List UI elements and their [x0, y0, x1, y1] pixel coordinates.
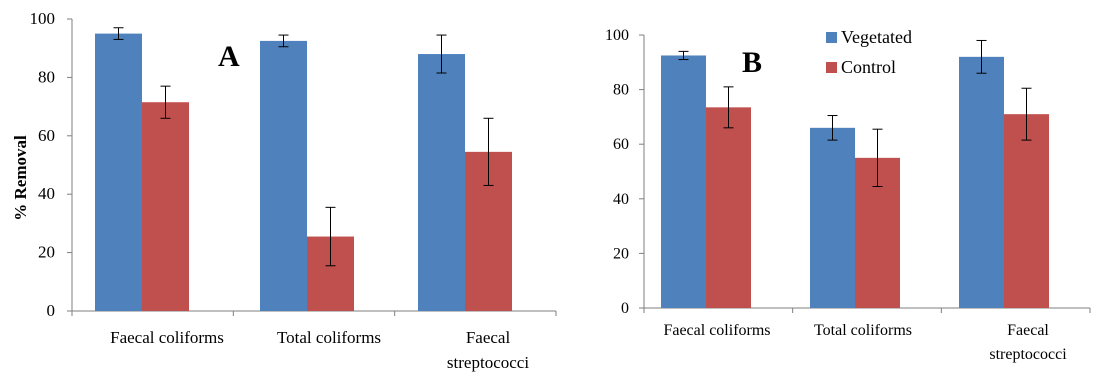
- y-tick-label: 20: [38, 243, 55, 262]
- x-tick-label-line: streptococci: [989, 346, 1067, 363]
- bar-vegetated: [95, 33, 142, 311]
- y-axis-title: % Removal: [11, 135, 30, 221]
- x-tick-label: Faecal streptococci: [989, 322, 1067, 363]
- chart-panel-b: 0 20 40 60 80 100 Faecal coliforms Total colifo…: [605, 27, 1091, 363]
- y-tick-label: 60: [613, 136, 629, 153]
- y-tick-label: 0: [47, 301, 56, 320]
- legend-label-control: Control: [841, 57, 896, 77]
- bar-vegetated: [260, 40, 307, 312]
- bar-vegetated: [959, 56, 1004, 309]
- x-tick-label: Total coliforms: [814, 322, 912, 339]
- y-tick-label: 100: [30, 9, 56, 28]
- panel-label: A: [218, 40, 240, 73]
- x-tick-label: Faecal streptococci: [447, 328, 529, 372]
- bar-control: [142, 102, 189, 311]
- y-tick-label: 40: [38, 184, 55, 203]
- chart-panel-a: 0 20 40 60 80 100 Faecal coliforms Total colifo…: [11, 9, 557, 372]
- bar-control: [706, 107, 751, 308]
- y-tick-label: 80: [613, 82, 629, 99]
- x-tick-label-line: Total coliforms: [277, 328, 381, 347]
- legend-swatch-vegetated: [826, 32, 837, 43]
- panel-label: B: [742, 46, 762, 79]
- x-tick-label: Total coliforms: [277, 328, 381, 347]
- x-tick-label-line: Faecal coliforms: [663, 322, 770, 339]
- legend-swatch-control: [826, 62, 837, 73]
- x-tick-label-line: Faecal coliforms: [110, 328, 224, 347]
- y-tick-label: 80: [38, 67, 55, 86]
- bar-vegetated: [661, 55, 706, 308]
- y-tick-label: 0: [621, 300, 629, 317]
- x-tick-label-line: streptococci: [447, 353, 529, 372]
- x-tick-label-line: Faecal: [466, 328, 511, 347]
- legend-label-vegetated: Vegetated: [841, 27, 912, 47]
- x-tick-label: Faecal coliforms: [663, 322, 770, 339]
- y-tick-label: 100: [605, 27, 629, 44]
- bar-control: [1004, 114, 1049, 308]
- x-tick-label-line: Faecal: [1007, 322, 1049, 339]
- y-tick-label: 60: [38, 126, 55, 145]
- y-tick-label: 20: [613, 245, 629, 262]
- bar-vegetated: [810, 127, 855, 308]
- x-tick-label: Faecal coliforms: [110, 328, 224, 347]
- x-tick-label-line: Total coliforms: [814, 322, 912, 339]
- y-tick-label: 40: [613, 191, 629, 208]
- bar-vegetated: [418, 54, 465, 311]
